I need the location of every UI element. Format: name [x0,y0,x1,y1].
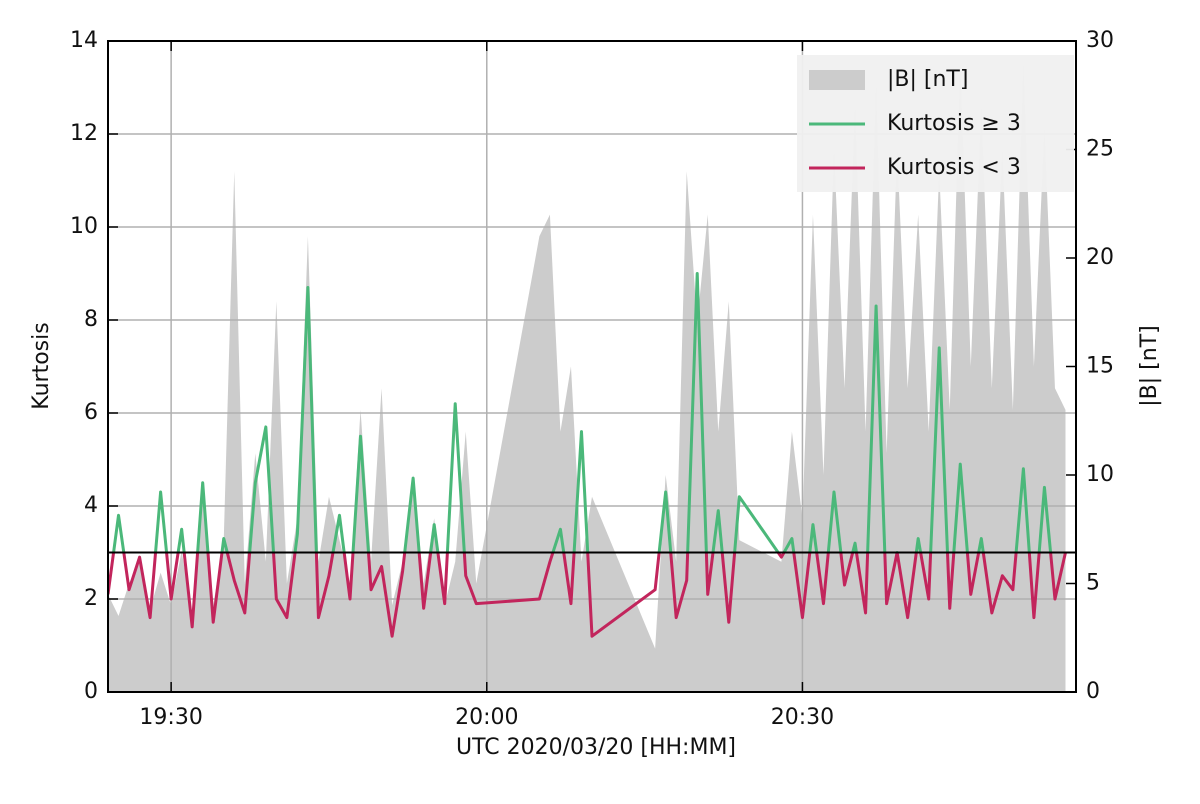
legend-swatch [809,70,865,90]
legend-label: Kurtosis ≥ 3 [887,111,1021,136]
y-tick-label: 14 [70,28,98,53]
y2-tick-label: 5 [1086,571,1100,596]
y-tick-label: 10 [70,214,98,239]
y-tick-label: 8 [84,307,98,332]
y2-tick-label: 25 [1086,137,1114,162]
legend: |B| [nT] Kurtosis ≥ 3 Kurtosis < 3 [797,55,1074,192]
legend-label: Kurtosis < 3 [887,155,1021,180]
x-tick-label: 20:00 [455,705,518,730]
legend-label: |B| [nT] [887,67,968,92]
y-axis-label: Kurtosis [29,322,54,409]
y-tick-label: 6 [84,400,98,425]
y-tick-label: 0 [84,679,98,704]
x-tick-label: 19:30 [139,705,202,730]
y2-tick-label: 15 [1086,354,1114,379]
x-axis-label: UTC 2020/03/20 [HH:MM] [456,735,736,760]
y-tick-label: 4 [84,493,98,518]
y2-tick-label: 20 [1086,245,1114,270]
b-area [108,62,1066,692]
y-tick-label: 2 [84,586,98,611]
kurtosis-below [108,552,1067,638]
plot: 0 2 4 6 8 10 12 14 0 5 10 15 20 25 30 19:30 20:00 20:30 |B… [70,28,1114,730]
y-tick-label: 12 [70,121,98,146]
y2-axis-label: |B| [nT] [1137,325,1162,406]
y2-tick-label: 30 [1086,28,1114,53]
x-tick-label: 20:30 [771,705,834,730]
y2-tick-label: 10 [1086,462,1114,487]
y2-tick-label: 0 [1086,679,1100,704]
